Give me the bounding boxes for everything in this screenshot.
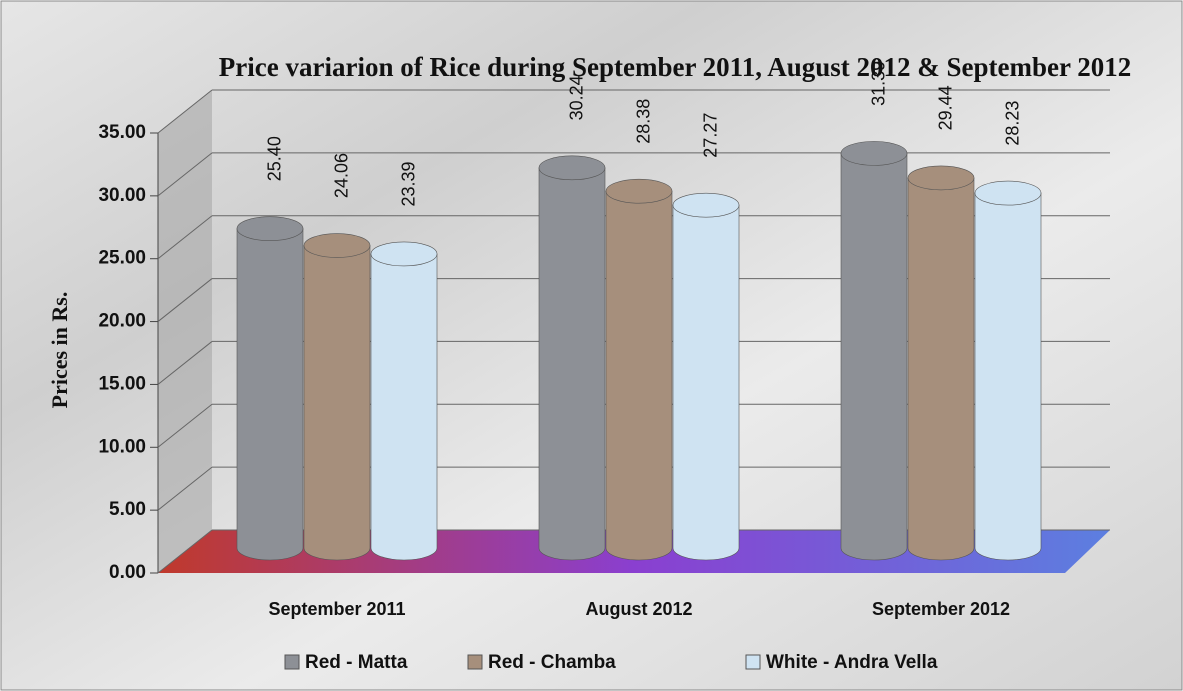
legend-label: Red - Chamba bbox=[488, 652, 616, 673]
grid-line bbox=[157, 89, 213, 134]
y-axis-label: Prices in Rs. bbox=[47, 292, 72, 409]
bar-top bbox=[672, 192, 740, 218]
x-tick-label: September 2011 bbox=[268, 599, 405, 619]
legend-swatch bbox=[745, 654, 761, 670]
bar-top bbox=[605, 178, 673, 204]
value-label: 31.39 bbox=[869, 61, 889, 106]
grid-line bbox=[157, 529, 213, 574]
bar bbox=[840, 141, 908, 561]
legend-label: Red - Matta bbox=[305, 652, 408, 673]
bar bbox=[672, 192, 740, 561]
value-label: 27.27 bbox=[701, 113, 721, 158]
grid-line bbox=[157, 403, 213, 448]
y-tick-label: 0.00 bbox=[109, 562, 146, 583]
bar-top bbox=[303, 233, 371, 258]
bar-body bbox=[840, 153, 908, 561]
y-tick-label: 25.00 bbox=[98, 248, 146, 269]
value-label: 24.06 bbox=[332, 153, 352, 198]
value-label: 25.40 bbox=[265, 136, 285, 181]
y-tick-label: 15.00 bbox=[98, 373, 146, 394]
bar-top bbox=[538, 155, 606, 181]
value-label: 23.39 bbox=[399, 161, 419, 206]
side-wall bbox=[158, 90, 212, 573]
grid-line bbox=[157, 215, 213, 260]
value-label: 28.23 bbox=[1003, 101, 1023, 146]
bar-body bbox=[605, 190, 673, 561]
value-label: 30.24 bbox=[567, 75, 587, 120]
chart-title: Price variarion of Rice during September… bbox=[218, 52, 1132, 82]
bar bbox=[605, 178, 673, 561]
bar-top bbox=[236, 216, 304, 241]
bar-body bbox=[538, 167, 606, 561]
grid-line bbox=[157, 152, 213, 197]
value-label: 29.44 bbox=[936, 85, 956, 130]
bar-body bbox=[907, 177, 975, 561]
grid-line bbox=[157, 466, 213, 511]
bar-body bbox=[236, 228, 304, 561]
bar-top bbox=[907, 165, 975, 191]
y-tick-label: 10.00 bbox=[98, 436, 146, 457]
bar-top bbox=[840, 141, 908, 166]
y-tick-label: 35.00 bbox=[98, 122, 146, 143]
bar-body bbox=[672, 204, 740, 561]
bar-body bbox=[303, 245, 371, 561]
x-tick-label: September 2012 bbox=[872, 599, 1010, 619]
legend-swatch bbox=[467, 654, 483, 670]
bar-top bbox=[370, 241, 438, 267]
bar-body bbox=[370, 253, 438, 561]
y-tick-label: 30.00 bbox=[98, 185, 146, 206]
value-label: 28.38 bbox=[634, 99, 654, 144]
grid-line bbox=[157, 278, 213, 322]
y-tick-label: 20.00 bbox=[98, 311, 146, 332]
grid-line bbox=[157, 341, 213, 385]
y-tick-label: 5.00 bbox=[109, 499, 146, 520]
bar bbox=[907, 165, 975, 561]
bar bbox=[974, 180, 1042, 561]
x-tick-label: August 2012 bbox=[585, 599, 692, 619]
legend-label: White - Andra Vella bbox=[766, 652, 938, 673]
bar bbox=[303, 233, 371, 561]
bar bbox=[236, 216, 304, 561]
bar-top bbox=[974, 180, 1042, 206]
bar-body bbox=[974, 192, 1042, 561]
bar bbox=[538, 155, 606, 561]
bar bbox=[370, 241, 438, 561]
legend-swatch bbox=[284, 654, 300, 670]
